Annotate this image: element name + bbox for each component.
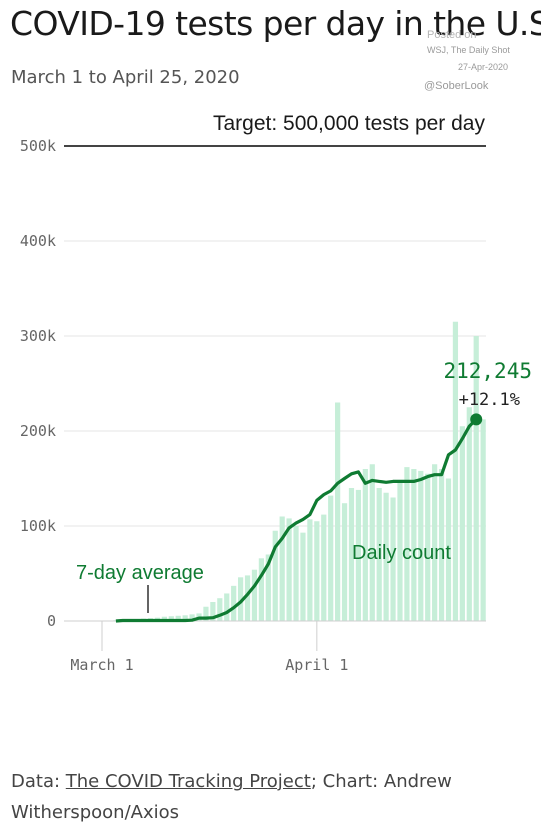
daily-bar: [314, 521, 319, 621]
x-tick-label: March 1: [70, 656, 133, 674]
latest-change-label: +12.1%: [459, 390, 520, 410]
y-tick-label: 200k: [20, 422, 56, 440]
y-tick-label: 300k: [20, 327, 56, 345]
y-tick-label: 400k: [20, 232, 56, 250]
daily-bar: [224, 593, 229, 621]
x-tick-label: April 1: [285, 656, 348, 674]
daily-bar: [321, 515, 326, 621]
target-label: Target: 500,000 tests per day: [213, 112, 486, 135]
daily-bar: [307, 519, 312, 621]
y-tick-label: 100k: [20, 517, 56, 535]
daily-bar: [467, 407, 472, 621]
chart-plot: 0 100k 200k 300k 400k 500k March 1 April 1 Tar…: [0, 0, 541, 760]
daily-bar: [300, 533, 305, 621]
latest-value-dot: [470, 413, 482, 425]
daily-bar: [287, 518, 292, 621]
covid-tracking-link[interactable]: The COVID Tracking Project: [66, 771, 311, 792]
x-axis: March 1 April 1: [64, 621, 486, 674]
daily-bar: [259, 558, 264, 621]
y-tick-label: 500k: [20, 137, 56, 155]
daily-bar: [460, 426, 465, 621]
daily-bar: [328, 496, 333, 621]
footer-credit: Data: The COVID Tracking Project; Chart:…: [11, 766, 531, 828]
y-tick-labels: 0 100k 200k 300k 400k 500k: [20, 137, 56, 630]
daily-bar: [280, 517, 285, 622]
y-tick-label: 0: [47, 612, 56, 630]
daily-count-label: Daily count: [352, 542, 451, 564]
daily-bar: [342, 503, 347, 621]
daily-bar: [481, 419, 486, 621]
footer-data-prefix: Data:: [11, 771, 66, 792]
daily-bar: [231, 586, 236, 621]
daily-bar: [252, 570, 257, 621]
daily-bar: [335, 403, 340, 622]
seven-day-average-label: 7-day average: [76, 562, 204, 584]
daily-bar: [293, 526, 298, 621]
latest-value-label: 212,245: [443, 359, 532, 383]
